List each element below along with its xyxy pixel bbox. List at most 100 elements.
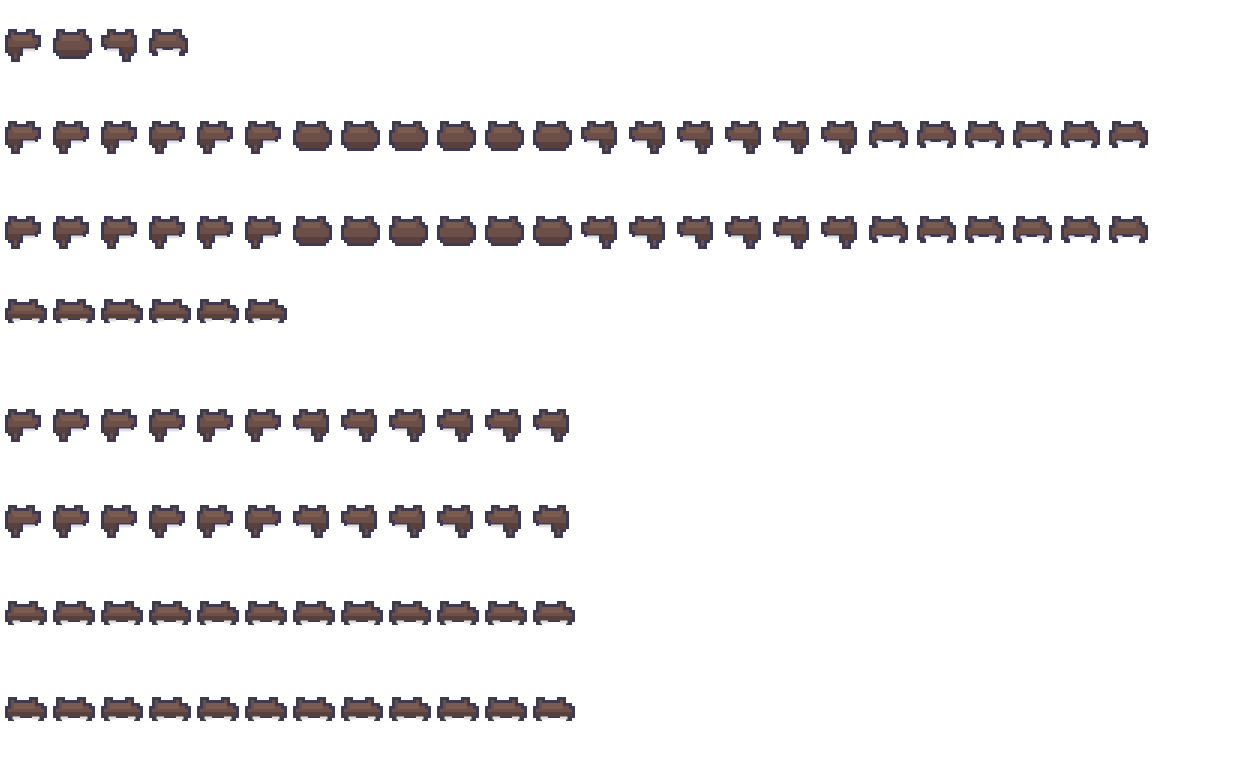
hair-sprite-front <box>1061 121 1100 148</box>
hair-sprite-flat <box>53 697 95 721</box>
hair-sprite-right <box>437 505 473 538</box>
hair-sprite-flat <box>341 697 383 721</box>
hair-sprite-back <box>341 121 380 151</box>
hair-sprite-flat <box>149 601 191 625</box>
hair-sprite-left <box>245 216 281 249</box>
hair-sprite-flat <box>197 299 239 323</box>
hair-sprite-flat <box>389 601 431 625</box>
hair-sprite-right <box>293 409 329 442</box>
hair-sprite-right <box>821 121 857 154</box>
hair-sprite-right <box>341 505 377 538</box>
hair-sprite-back <box>293 216 332 246</box>
hair-sprite-right <box>677 121 713 154</box>
hair-sprite-flat <box>53 299 95 323</box>
hair-sprite-right <box>437 409 473 442</box>
hair-sprite-flat <box>149 697 191 721</box>
hair-sprite-flat <box>293 697 335 721</box>
hair-sprite-flat <box>5 601 47 625</box>
hair-sprite-left <box>101 216 137 249</box>
hair-sprite-flat <box>149 299 191 323</box>
hair-sprite-flat <box>341 601 383 625</box>
hair-sprite-flat <box>245 299 287 323</box>
hair-sprite-right <box>581 121 617 154</box>
hair-sprite-right <box>389 505 425 538</box>
hair-sprite-left <box>245 505 281 538</box>
hair-sprite-front <box>869 216 908 243</box>
hair-sprite-right <box>293 505 329 538</box>
hair-sprite-front <box>965 216 1004 243</box>
hair-sprite-left <box>149 505 185 538</box>
hair-sprite-left <box>197 121 233 154</box>
hair-sprite-left <box>101 121 137 154</box>
hair-sprite-left <box>245 121 281 154</box>
hair-sprite-back <box>533 216 572 246</box>
hair-sprite-flat <box>245 697 287 721</box>
hair-sprite-left <box>197 216 233 249</box>
hair-sprite-right <box>341 409 377 442</box>
hair-sprite-flat <box>197 697 239 721</box>
hair-sprite-left <box>5 29 41 62</box>
hair-sprite-right <box>725 216 761 249</box>
hair-sprite-right <box>677 216 713 249</box>
hair-sprite-flat <box>293 601 335 625</box>
hair-sprite-back <box>293 121 332 151</box>
hair-sprite-right <box>389 409 425 442</box>
hair-sprite-left <box>101 409 137 442</box>
hair-sprite-right <box>773 216 809 249</box>
hair-sprite-back <box>485 121 524 151</box>
hair-sprite-back <box>485 216 524 246</box>
hair-sprite-front <box>149 29 188 56</box>
hair-sprite-right <box>533 505 569 538</box>
hair-sprite-left <box>245 409 281 442</box>
hair-sprite-flat <box>533 697 575 721</box>
hair-sprite-left <box>101 505 137 538</box>
hair-sprite-front <box>1109 121 1148 148</box>
hair-sprite-back <box>341 216 380 246</box>
hair-sprite-left <box>197 409 233 442</box>
hair-sprite-right <box>773 121 809 154</box>
hair-sprite-flat <box>101 299 143 323</box>
hair-sprite-flat <box>437 697 479 721</box>
hair-sprite-right <box>485 505 521 538</box>
hair-sprite-right <box>533 409 569 442</box>
hair-sprite-right <box>821 216 857 249</box>
hair-sprite-flat <box>533 601 575 625</box>
hair-sprite-left <box>53 121 89 154</box>
hair-sprite-front <box>917 216 956 243</box>
hair-sprite-left <box>53 216 89 249</box>
hair-sprite-left <box>149 409 185 442</box>
hair-sprite-flat <box>101 601 143 625</box>
hair-sprite-left <box>5 409 41 442</box>
hair-sprite-left <box>53 409 89 442</box>
hair-sprite-front <box>1061 216 1100 243</box>
hair-sprite-back <box>53 29 92 59</box>
hair-sprite-flat <box>53 601 95 625</box>
hair-sprite-back <box>389 121 428 151</box>
hair-sprite-flat <box>485 601 527 625</box>
hair-sprite-right <box>485 409 521 442</box>
hair-sprite-right <box>629 216 665 249</box>
hair-sprite-flat <box>437 601 479 625</box>
hair-sprite-left <box>197 505 233 538</box>
hair-sprite-left <box>53 505 89 538</box>
hair-sprite-back <box>389 216 428 246</box>
hair-sprite-right <box>101 29 137 62</box>
hair-sprite-left <box>5 121 41 154</box>
hair-sprite-front <box>869 121 908 148</box>
hair-sprite-flat <box>389 697 431 721</box>
hair-sprite-front <box>1109 216 1148 243</box>
hair-sprite-flat <box>245 601 287 625</box>
hair-sprite-right <box>629 121 665 154</box>
hair-sprite-flat <box>197 601 239 625</box>
hair-sprite-right <box>581 216 617 249</box>
hair-sprite-flat <box>5 697 47 721</box>
hair-sprite-left <box>5 216 41 249</box>
hair-sprite-back <box>437 216 476 246</box>
hair-sprite-right <box>725 121 761 154</box>
hair-sprite-flat <box>5 299 47 323</box>
hair-sprite-front <box>917 121 956 148</box>
hair-sprite-front <box>1013 121 1052 148</box>
hair-sprite-left <box>149 121 185 154</box>
hair-sprite-back <box>437 121 476 151</box>
hair-sprite-front <box>965 121 1004 148</box>
